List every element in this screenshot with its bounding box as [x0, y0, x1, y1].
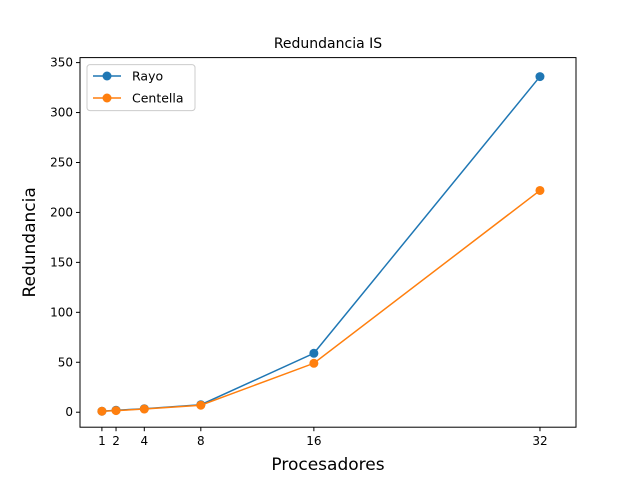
x-tick-label-8: 8	[197, 434, 205, 448]
y-axis-label: Redundancia	[20, 187, 40, 297]
y-tick-label-200: 200	[50, 205, 73, 219]
x-axis: 1 2 4 8 16 32	[98, 427, 548, 448]
data-point-centella-2	[111, 406, 121, 416]
y-tick-label-100: 100	[50, 305, 73, 319]
data-point-rayo-32	[535, 72, 545, 82]
y-tick-label-50: 50	[58, 355, 73, 369]
legend: Rayo Centella	[86, 64, 196, 112]
chart-title: Redundancia IS	[274, 36, 382, 52]
x-tick-label-32: 32	[532, 434, 547, 448]
series-line-centella	[101, 189, 541, 412]
data-point-rayo-16	[309, 348, 319, 358]
data-point-centella-32	[535, 185, 545, 195]
series-layer	[97, 72, 545, 416]
legend-label-centella: Centella	[132, 91, 184, 106]
y-tick-label-150: 150	[50, 255, 73, 269]
data-point-centella-1	[97, 406, 107, 416]
y-tick-label-0: 0	[65, 405, 73, 419]
x-tick-label-1: 1	[98, 434, 106, 448]
legend-marker-rayo	[102, 71, 112, 81]
y-tick-label-300: 300	[50, 106, 73, 120]
legend-label-rayo: Rayo	[132, 69, 163, 84]
data-point-centella-4	[139, 404, 149, 414]
x-tick-label-2: 2	[112, 434, 120, 448]
y-tick-label-250: 250	[50, 155, 73, 169]
x-tick-label-16: 16	[306, 434, 321, 448]
y-axis: 0 50 100 150 200 250 300 350	[50, 56, 80, 419]
y-tick-label-350: 350	[50, 56, 73, 70]
series-line-rayo	[101, 76, 541, 412]
plot-frame	[79, 57, 577, 428]
x-tick-label-4: 4	[140, 434, 148, 448]
x-axis-label: Procesadores	[271, 455, 384, 475]
data-point-centella-16	[309, 358, 319, 368]
legend-marker-centella	[102, 93, 112, 103]
data-point-centella-8	[196, 400, 206, 410]
